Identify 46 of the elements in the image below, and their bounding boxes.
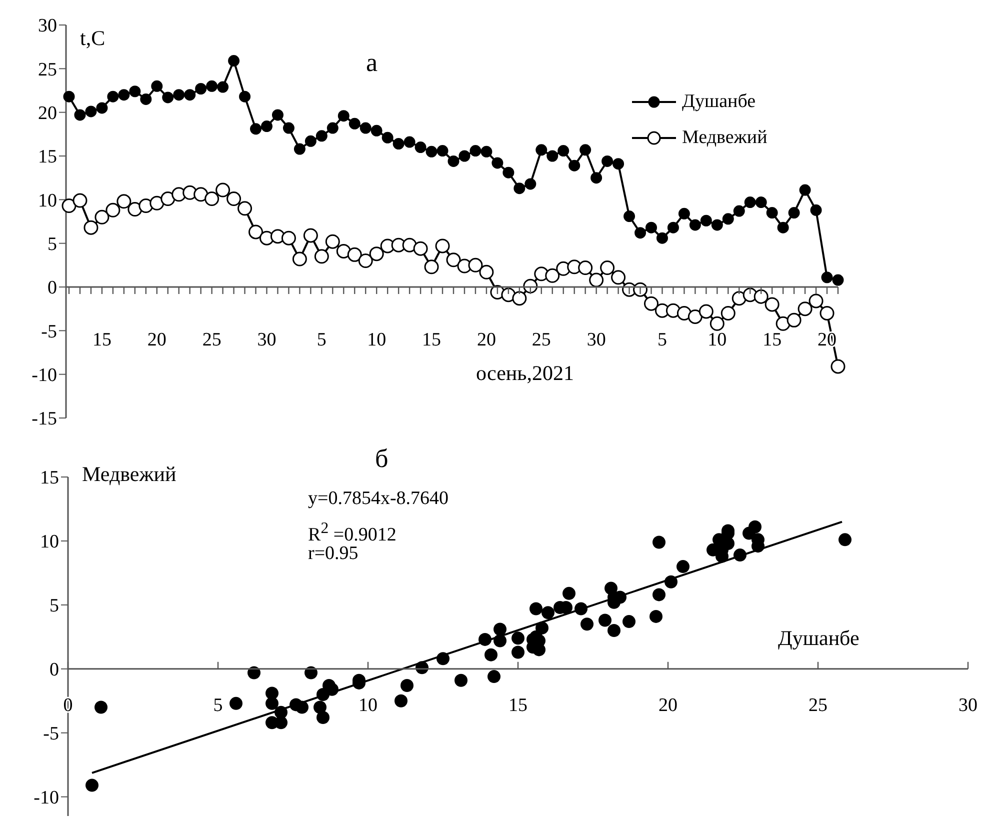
y-tick-label: 10 — [40, 532, 59, 553]
x-tick-label: 30 — [586, 329, 606, 350]
y-tick-label: 0 — [48, 278, 57, 299]
x-tick-label: 10 — [708, 329, 727, 350]
y-tick-label: -10 — [32, 365, 57, 386]
y-tick-label: 0 — [50, 660, 59, 681]
x-tick-label: 25 — [202, 329, 222, 350]
x-tick-label: 15 — [762, 329, 782, 350]
x-axis-title: Душанбе — [778, 626, 860, 651]
chart-title: б — [375, 444, 388, 474]
x-tick-label: 20 — [476, 329, 496, 350]
x-axis-title: осень,2021 — [476, 361, 574, 386]
x-tick-label: 5 — [213, 695, 223, 716]
y-tick-label: -5 — [43, 724, 59, 745]
x-tick-label: 5 — [657, 329, 667, 350]
y-axis-title: Медвежий — [82, 462, 176, 487]
y-tick-label: 5 — [50, 596, 59, 617]
y-tick-label: -15 — [32, 408, 57, 430]
annotation: r=0.95 — [308, 543, 358, 565]
y-tick-label: 25 — [38, 59, 57, 80]
x-tick-label: 25 — [532, 329, 551, 350]
x-tick-label: 20 — [147, 329, 166, 350]
x-tick-label: 15 — [92, 329, 112, 350]
y-tick-label: 5 — [48, 234, 57, 256]
x-tick-label: 10 — [358, 695, 378, 716]
x-tick-label: 30 — [958, 695, 978, 716]
y-tick-label: 20 — [38, 103, 57, 124]
legend-label: Душанбе — [682, 91, 756, 113]
y-tick-label: 15 — [38, 146, 57, 168]
legend-label: Медвежий — [682, 127, 768, 149]
annotation: R$^{2}$ =0.9012 — [308, 520, 396, 546]
x-tick-label: 30 — [257, 329, 276, 350]
x-tick-label: 20 — [658, 695, 678, 716]
x-tick-label: 10 — [367, 329, 386, 350]
y-tick-label: 10 — [38, 190, 57, 212]
text: а — [366, 48, 378, 78]
y-tick-label: 30 — [38, 16, 57, 37]
x-tick-label: 15 — [508, 695, 528, 716]
x-tick-label: 25 — [808, 695, 828, 716]
y-tick-label: 15 — [40, 468, 59, 489]
x-tick-label: 15 — [422, 329, 442, 350]
annotation: y=0.7854x-8.7640 — [308, 488, 449, 510]
x-tick-label: 5 — [316, 329, 326, 350]
y-axis-title: t,C — [80, 26, 106, 51]
y-tick-label: -5 — [41, 321, 57, 342]
y-tick-label: -10 — [34, 788, 59, 809]
